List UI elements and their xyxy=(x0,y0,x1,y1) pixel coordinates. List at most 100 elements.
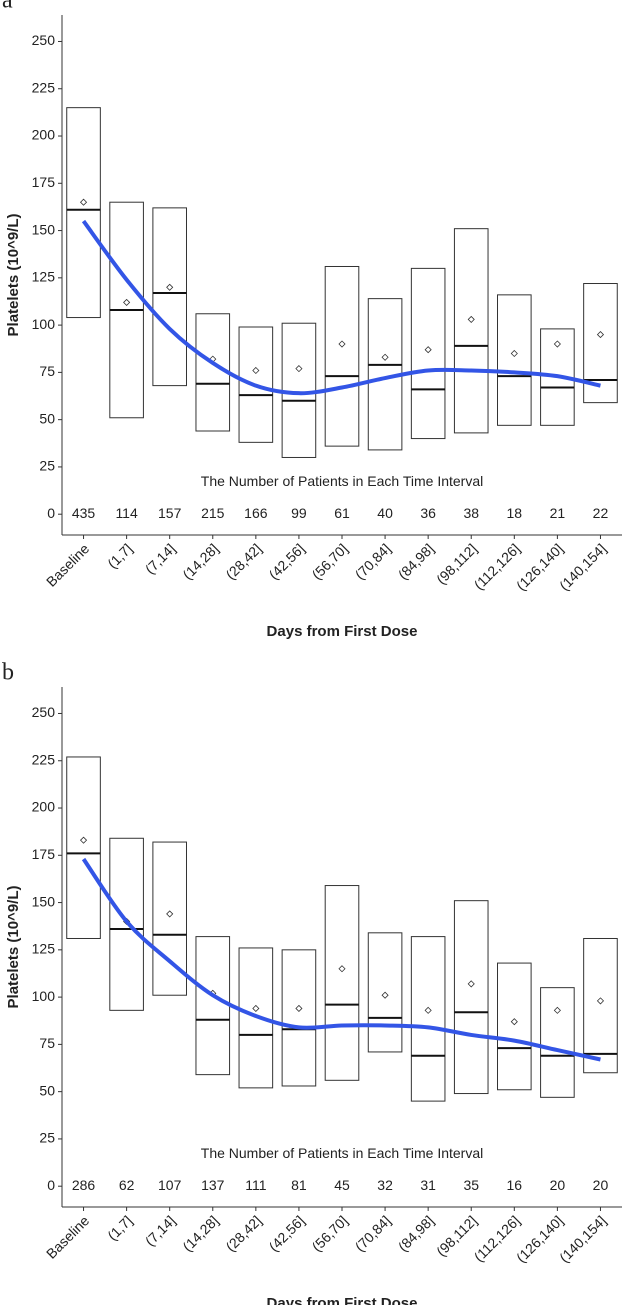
x-axis-title: Days from First Dose xyxy=(267,623,418,640)
box xyxy=(540,328,575,426)
mean-marker xyxy=(467,315,475,324)
y-axis-title: Platelets (10^9/L) xyxy=(5,886,22,1009)
y-tick-label: 125 xyxy=(32,941,56,957)
count-label: 35 xyxy=(463,1177,479,1193)
mean-marker xyxy=(381,353,389,361)
mean-marker xyxy=(166,910,174,918)
y-tick-label: 150 xyxy=(32,893,56,909)
count-label: 62 xyxy=(119,1177,135,1193)
y-tick-label: 225 xyxy=(32,751,56,767)
panel: b 0 25 50 75 100 125 150 175 200 225 250 Platelets (… xyxy=(2,660,622,1305)
count-label: 111 xyxy=(245,1177,266,1193)
x-tick-label: (7,14] xyxy=(142,540,179,577)
count-label: 61 xyxy=(334,505,350,521)
box xyxy=(109,837,144,1011)
x-tick-label: (42,56] xyxy=(266,540,308,582)
count-label: 22 xyxy=(593,505,609,521)
box xyxy=(583,283,618,404)
x-tick-label: (84,98] xyxy=(395,540,437,582)
count-label: 215 xyxy=(201,505,225,521)
y-tick-label: 175 xyxy=(32,174,56,190)
y-tick-label: 250 xyxy=(32,704,56,720)
annotation: The Number of Patients in Each Time Inte… xyxy=(201,473,483,489)
box xyxy=(195,936,231,1076)
count-label: 286 xyxy=(72,1177,96,1193)
y-tick-label: 175 xyxy=(32,846,56,862)
box xyxy=(453,228,489,434)
x-tick-label: (84,98] xyxy=(395,1212,437,1254)
y-tick-label: 75 xyxy=(39,1035,55,1051)
count-label: 21 xyxy=(550,505,566,521)
count-label: 81 xyxy=(291,1177,307,1193)
box xyxy=(540,987,575,1098)
count-label: 114 xyxy=(115,505,138,521)
box xyxy=(453,900,489,1095)
mean-marker xyxy=(424,1006,432,1014)
box xyxy=(281,322,317,458)
count-label: 20 xyxy=(550,1177,566,1193)
box xyxy=(66,756,101,939)
mean-marker xyxy=(424,346,432,354)
y-tick-label: 125 xyxy=(32,269,56,285)
y-tick-label: 50 xyxy=(39,1082,55,1098)
count-label: 20 xyxy=(593,1177,609,1193)
count-label: 157 xyxy=(158,505,182,521)
x-tick-label: (7,14] xyxy=(142,1212,179,1249)
x-tick-label: (56,70] xyxy=(309,540,351,582)
annotation: The Number of Patients in Each Time Inte… xyxy=(201,1145,483,1161)
mean-marker xyxy=(338,340,346,348)
trend-line xyxy=(81,219,601,396)
mean-marker xyxy=(252,366,260,375)
mean-marker xyxy=(510,1018,518,1026)
box xyxy=(324,885,360,1081)
y-tick-label: 250 xyxy=(32,32,56,48)
x-tick-label: Baseline xyxy=(43,540,92,589)
count-label: 45 xyxy=(334,1177,350,1193)
x-tick-label: (1,7] xyxy=(104,1212,135,1243)
y-tick-label: 200 xyxy=(32,799,56,815)
x-axis-title: Days from First Dose xyxy=(267,1295,418,1305)
x-tick-label: (70,84] xyxy=(352,1212,394,1254)
y-tick-label: 225 xyxy=(32,79,56,95)
box xyxy=(583,937,618,1074)
count-label: 137 xyxy=(201,1177,225,1193)
box xyxy=(152,207,187,387)
count-label: 99 xyxy=(291,505,307,521)
y-tick-label: 200 xyxy=(32,127,56,143)
count-label: 435 xyxy=(72,505,96,521)
panel: a 0 25 50 75 100 125 150 175 200 225 250 Platelets (… xyxy=(2,0,622,640)
mean-marker xyxy=(166,283,174,291)
mean-marker xyxy=(510,349,518,358)
mean-marker xyxy=(123,298,131,306)
count-label: 31 xyxy=(420,1177,436,1193)
count-label: 40 xyxy=(377,505,393,521)
count-label: 32 xyxy=(377,1177,393,1193)
x-tick-label: (140,154] xyxy=(556,1212,609,1265)
panel-label: a xyxy=(2,0,13,14)
box xyxy=(410,936,446,1102)
box xyxy=(66,107,101,319)
y-tick-label: 25 xyxy=(39,1130,55,1146)
x-tick-label: (56,70] xyxy=(309,1212,351,1254)
x-tick-label: Baseline xyxy=(43,1212,92,1261)
mean-marker xyxy=(467,980,475,988)
mean-marker xyxy=(596,997,605,1005)
mean-marker xyxy=(295,1004,303,1013)
x-tick-label: (42,56] xyxy=(266,1212,308,1254)
count-label: 166 xyxy=(244,505,268,521)
x-tick-label: (28,42] xyxy=(222,540,264,582)
box xyxy=(324,265,360,447)
x-tick-label: (14,28] xyxy=(179,1212,221,1254)
box xyxy=(281,949,317,1087)
x-tick-label: (1,7] xyxy=(104,540,135,571)
y-tick-label: 100 xyxy=(32,988,56,1004)
box xyxy=(497,294,532,426)
box xyxy=(497,962,532,1091)
y-tick-label: 100 xyxy=(32,316,56,332)
y-tick-label: 0 xyxy=(47,1177,55,1193)
y-tick-label: 0 xyxy=(47,505,55,521)
mean-marker xyxy=(338,965,346,973)
mean-marker xyxy=(79,198,88,206)
count-label: 16 xyxy=(507,1177,523,1193)
